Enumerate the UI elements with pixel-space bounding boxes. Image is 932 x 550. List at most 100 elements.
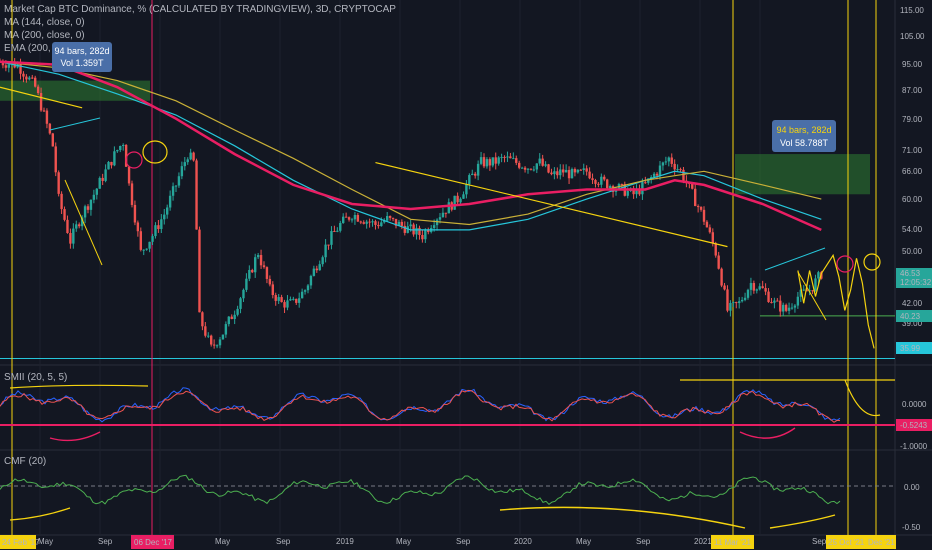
candle-body xyxy=(25,76,28,80)
candle-body xyxy=(773,300,776,303)
candle-body xyxy=(608,186,612,189)
candle-body xyxy=(808,290,811,292)
target-price: 35.99 xyxy=(900,344,921,353)
smii-title[interactable]: SMII (20, 5, 5) xyxy=(4,372,67,383)
annotations xyxy=(0,86,895,529)
candle-body xyxy=(488,159,492,166)
candle-body xyxy=(526,168,530,170)
y-tick: 79.00 xyxy=(902,115,923,124)
candle-body xyxy=(212,344,216,346)
trendline xyxy=(0,86,83,109)
candle-body xyxy=(620,184,624,186)
date-tag-3[interactable] xyxy=(711,535,754,549)
candle-body xyxy=(667,157,670,162)
current-price-tag[interactable] xyxy=(896,268,932,288)
candle-body xyxy=(529,168,533,170)
x-tick: 2020 xyxy=(514,537,532,546)
date-tag-1[interactable] xyxy=(0,535,36,549)
candle-body xyxy=(78,224,81,227)
candle-body xyxy=(705,221,709,228)
candle-body xyxy=(682,169,685,181)
candle-body xyxy=(588,171,591,179)
candle-body xyxy=(670,157,673,164)
candle-body xyxy=(309,275,313,286)
candle-body xyxy=(330,231,333,245)
candle-body xyxy=(770,302,773,304)
candle-body xyxy=(192,152,195,161)
candle-body xyxy=(500,156,503,158)
date-tag-2[interactable] xyxy=(131,535,174,549)
candle-body xyxy=(356,215,360,222)
candle-body xyxy=(344,216,348,218)
candle-body xyxy=(300,291,304,299)
y-tick: 115.00 xyxy=(900,6,924,15)
candle-body xyxy=(28,77,31,80)
candle-body xyxy=(729,302,732,311)
candle-body xyxy=(647,178,650,183)
candle-body xyxy=(139,231,142,250)
measure-box-2[interactable] xyxy=(772,120,836,152)
candle-body xyxy=(673,163,676,170)
candle-body xyxy=(315,268,318,271)
candle-body xyxy=(154,225,157,237)
annotation-curve xyxy=(499,506,746,529)
y-tick: 87.00 xyxy=(902,86,923,95)
x-tick: Sep xyxy=(98,537,113,546)
date-tag-4[interactable] xyxy=(826,535,866,549)
date-tag-5[interactable] xyxy=(866,535,896,549)
candle-body xyxy=(204,326,207,336)
candle-body xyxy=(75,224,78,229)
candle-body xyxy=(456,195,459,203)
target-price-tag[interactable] xyxy=(896,342,932,354)
measure-box-1[interactable] xyxy=(52,42,112,72)
candle-body xyxy=(386,216,389,221)
candle-body xyxy=(86,206,90,210)
current-price: 46.53 xyxy=(900,269,921,278)
candle-body xyxy=(573,169,577,173)
cmf-line xyxy=(0,474,841,505)
candle-body xyxy=(353,215,357,220)
indicator-ma200[interactable]: MA (200, close, 0) xyxy=(4,30,85,41)
indicator-ema200[interactable]: EMA (200, close, 0) xyxy=(4,43,91,54)
candle-body xyxy=(679,169,682,171)
price-axis[interactable]: 115.00 105.00 95.00 87.00 79.00 71.00 66… xyxy=(896,6,932,532)
candle-body xyxy=(817,272,820,279)
candle-body xyxy=(802,289,805,291)
candle-body xyxy=(799,289,802,297)
time-axis[interactable]: May Sep May Sep 2019 May Sep 2020 May Se… xyxy=(0,535,896,549)
candle-body xyxy=(726,289,729,311)
candle-body xyxy=(286,300,289,308)
indicator-ma144[interactable]: MA (144, close, 0) xyxy=(4,17,85,28)
cmf-title[interactable]: CMF (20) xyxy=(4,456,46,467)
candle-body xyxy=(764,288,767,292)
candle-body xyxy=(254,257,257,273)
candle-body xyxy=(784,304,788,311)
candle-body xyxy=(174,185,178,187)
ema200-line xyxy=(0,60,822,232)
highlight-circle xyxy=(125,151,143,169)
support-price-tag[interactable] xyxy=(896,310,932,322)
candle-body xyxy=(60,193,63,210)
candle-body xyxy=(441,212,445,218)
candle-body xyxy=(796,296,800,306)
annotation-curve xyxy=(769,514,836,529)
candle-body xyxy=(45,110,49,124)
candle-body xyxy=(805,289,808,292)
candle-body xyxy=(66,219,69,233)
candle-body xyxy=(57,172,60,194)
candle-body xyxy=(124,144,128,167)
candle-body xyxy=(110,161,113,166)
zones xyxy=(0,0,895,535)
date-label-4: 25 Oct '21 xyxy=(828,538,865,547)
candle-body xyxy=(157,225,160,230)
candle-body xyxy=(259,255,263,266)
x-tick: May xyxy=(396,537,411,546)
candle-body xyxy=(186,159,189,163)
y-tick: 71.00 xyxy=(902,146,923,155)
smii-tick: 0.0000 xyxy=(902,400,927,409)
smii-level-tag[interactable] xyxy=(896,419,932,431)
candle-body xyxy=(597,183,600,185)
y-tick: 66.00 xyxy=(902,167,923,176)
candle-body xyxy=(4,65,8,68)
